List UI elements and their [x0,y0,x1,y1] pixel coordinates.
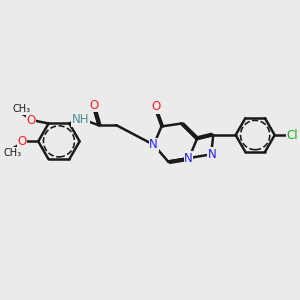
Text: O: O [90,99,99,112]
Text: N: N [184,152,193,165]
Text: O: O [17,135,26,148]
Text: NH: NH [71,113,89,126]
Text: O: O [152,100,161,113]
Text: CH₃: CH₃ [12,104,30,114]
Text: N: N [149,138,158,151]
Text: N: N [208,148,217,161]
Text: Cl: Cl [286,129,298,142]
Text: CH₃: CH₃ [3,148,21,158]
Text: O: O [26,114,35,127]
